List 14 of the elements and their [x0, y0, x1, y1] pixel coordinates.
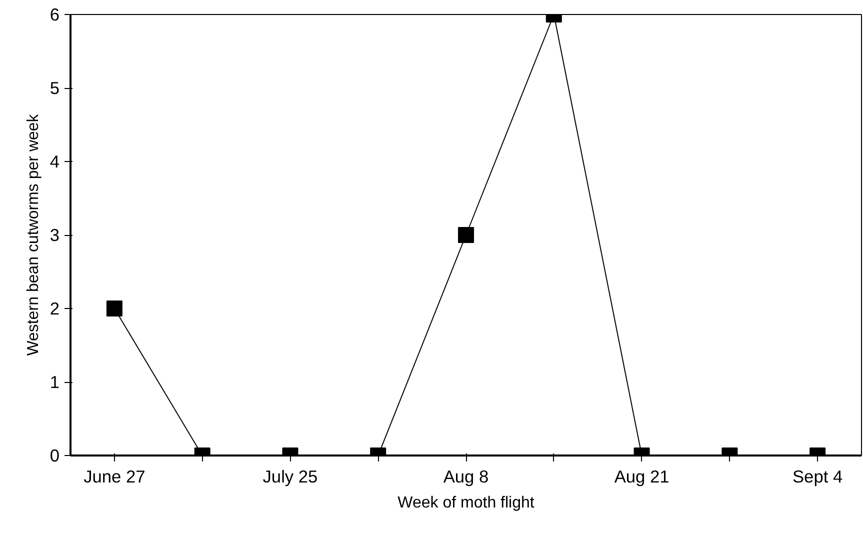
x-tick-label: Aug 21 — [614, 466, 670, 486]
y-tick-label: 6 — [50, 4, 60, 24]
y-tick-label: 0 — [50, 446, 60, 466]
x-tick-label: Sept 4 — [792, 466, 843, 486]
y-axis-title: Western bean cutworms per week — [24, 113, 42, 356]
x-tick-label: Aug 8 — [443, 466, 489, 486]
y-tick-label: 1 — [50, 372, 60, 392]
y-tick-label: 2 — [50, 298, 60, 318]
y-tick-label: 5 — [50, 78, 60, 98]
y-tick-label: 4 — [50, 152, 60, 172]
y-tick-label: 3 — [50, 225, 60, 245]
x-tick-label: June 27 — [84, 466, 146, 486]
x-axis-title: Week of moth flight — [398, 494, 535, 512]
x-tick-label: July 25 — [262, 466, 318, 486]
